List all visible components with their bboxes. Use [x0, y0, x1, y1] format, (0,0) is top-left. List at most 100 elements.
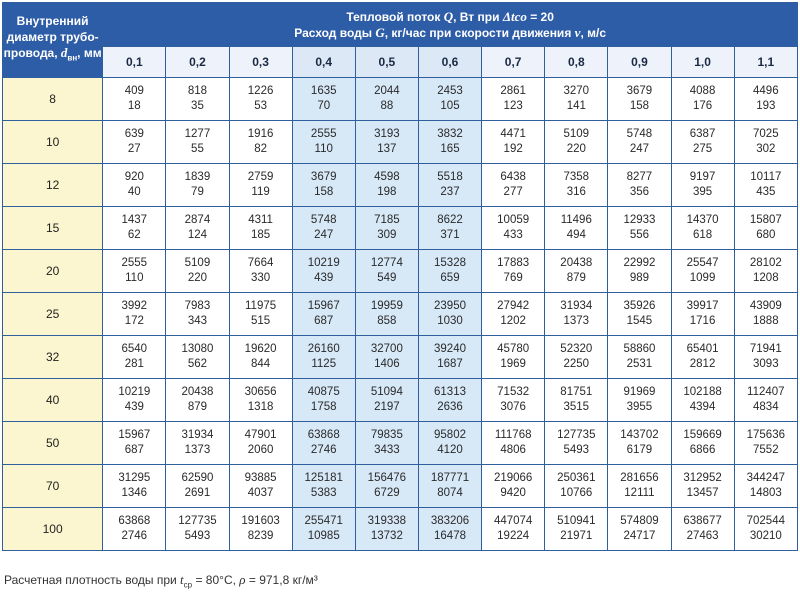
value-cell: 11496 494	[544, 206, 609, 250]
water-flow-value: 14803	[749, 487, 782, 499]
value-cell: 14370 618	[670, 206, 735, 250]
value-cell: 27942 1202	[481, 292, 546, 336]
value-cell: 65401 2812	[670, 335, 735, 379]
water-flow-value: 2060	[247, 444, 274, 456]
heat-flow-value: 39240	[434, 343, 466, 355]
diameter-header-line3: провода,	[3, 46, 61, 61]
water-flow-value: 2250	[563, 358, 590, 370]
value-cell: 40875 1758	[291, 378, 356, 422]
heat-flow-value: 702544	[746, 515, 785, 527]
heat-flow-value: 31295	[118, 472, 151, 484]
value-cell: 15807 680	[733, 206, 799, 250]
value-cell: 2759 119	[228, 163, 293, 207]
value-cell: 1839 79	[165, 163, 230, 207]
heat-flow-value: 2044	[374, 85, 400, 97]
heat-flow-value: 1916	[247, 128, 274, 140]
value-cell: 447074 19224	[481, 507, 546, 551]
water-flow-value: 439	[314, 272, 334, 284]
table-row: 25 3992 172 7983 343 11975 515 15967 687 19959 858…	[1, 292, 799, 336]
water-flow-value: 53	[254, 100, 267, 112]
heat-flow-value: 61313	[434, 386, 466, 398]
water-flow-value: 55	[191, 143, 204, 155]
subtitle-symbol-g: G	[375, 24, 385, 40]
water-flow-value: 172	[124, 315, 144, 327]
water-flow-value: 395	[692, 186, 713, 198]
value-cell: 2555 110	[102, 249, 167, 293]
heat-flow-value: 7664	[247, 257, 274, 269]
value-cell: 26160 1125	[291, 335, 356, 379]
heat-flow-value: 62590	[181, 472, 214, 484]
water-flow-value: 110	[125, 272, 144, 284]
water-flow-value: 27463	[686, 530, 719, 542]
value-cell: 91969 3955	[607, 378, 672, 422]
heat-flow-value: 5109	[184, 257, 211, 269]
heat-flow-value: 112407	[747, 386, 785, 398]
water-flow-value: 4037	[247, 487, 274, 499]
heat-flow-value: 4496	[753, 85, 779, 97]
heat-flow-value: 159669	[683, 429, 722, 441]
water-flow-value: 1346	[121, 487, 148, 499]
value-cell: 10219 439	[291, 249, 356, 293]
heat-flow-value: 219066	[493, 472, 533, 484]
value-cell: 156476 6729	[354, 464, 419, 508]
water-flow-value: 21971	[560, 530, 593, 542]
heat-flow-value: 25547	[686, 257, 719, 269]
water-flow-value: 9420	[500, 487, 526, 499]
water-flow-value: 13732	[370, 530, 403, 542]
heat-flow-value: 15328	[434, 257, 466, 269]
heat-flow-value: 32700	[370, 343, 403, 355]
water-flow-value: 879	[187, 401, 208, 413]
heat-flow-value: 10219	[307, 257, 340, 269]
water-flow-value: 989	[629, 272, 650, 284]
heat-flow-value: 31934	[181, 429, 214, 441]
value-cell: 187771 8074	[417, 464, 483, 508]
heat-flow-value: 409	[124, 85, 144, 97]
heat-flow-value: 47901	[244, 429, 277, 441]
heat-flow-value: 111768	[494, 429, 532, 441]
water-flow-value: 27	[127, 143, 141, 155]
heat-flow-value: 11975	[245, 300, 277, 312]
value-cell: 574809 24717	[607, 507, 672, 551]
water-flow-value: 237	[440, 186, 460, 198]
value-cell: 20438 879	[544, 249, 609, 293]
water-flow-value: 79	[191, 186, 204, 198]
heat-flow-value: 7185	[374, 214, 400, 226]
water-flow-value: 281	[124, 358, 144, 370]
water-flow-value: 844	[250, 358, 271, 370]
water-flow-value: 556	[629, 229, 650, 241]
value-cell: 30656 1318	[228, 378, 293, 422]
value-cell: 19620 844	[228, 335, 293, 379]
water-flow-value: 220	[566, 143, 586, 155]
heat-flow-value: 3679	[310, 171, 337, 183]
water-flow-value: 356	[629, 186, 650, 198]
diameter-cell: 15	[1, 206, 104, 250]
value-cell: 58860 2531	[607, 335, 672, 379]
heat-flow-value: 125181	[304, 472, 343, 484]
heat-flow-value: 58860	[623, 343, 656, 355]
heat-flow-value: 14370	[686, 214, 719, 226]
water-flow-value: 18	[127, 100, 141, 112]
water-flow-value: 5383	[310, 487, 337, 499]
water-flow-value: 618	[692, 229, 713, 241]
value-cell: 219066 9420	[481, 464, 546, 508]
heat-flow-value: 19959	[370, 300, 403, 312]
water-flow-value: 158	[314, 186, 334, 198]
speed-header: 1,1	[733, 46, 799, 78]
water-flow-value: 8239	[247, 530, 274, 542]
water-flow-value: 494	[566, 229, 586, 241]
diameter-symbol: d	[60, 45, 68, 61]
value-cell: 13080 562	[165, 335, 230, 379]
value-cell: 5109 220	[544, 120, 609, 164]
title-symbol-dt: Δtco	[502, 8, 527, 24]
value-cell: 22992 989	[607, 249, 672, 293]
value-cell: 2555 110	[291, 120, 356, 164]
table-row: 20 2555 110 5109 220 7664 330 10219 439 12774 549 1…	[1, 249, 799, 293]
value-cell: 7983 343	[165, 292, 230, 336]
value-cell: 111768 4806	[481, 421, 546, 465]
water-flow-value: 309	[377, 229, 397, 241]
water-flow-value: 35	[191, 100, 204, 112]
water-flow-value: 4394	[689, 401, 716, 413]
heat-flow-value: 20438	[181, 386, 214, 398]
water-flow-value: 198	[377, 186, 397, 198]
